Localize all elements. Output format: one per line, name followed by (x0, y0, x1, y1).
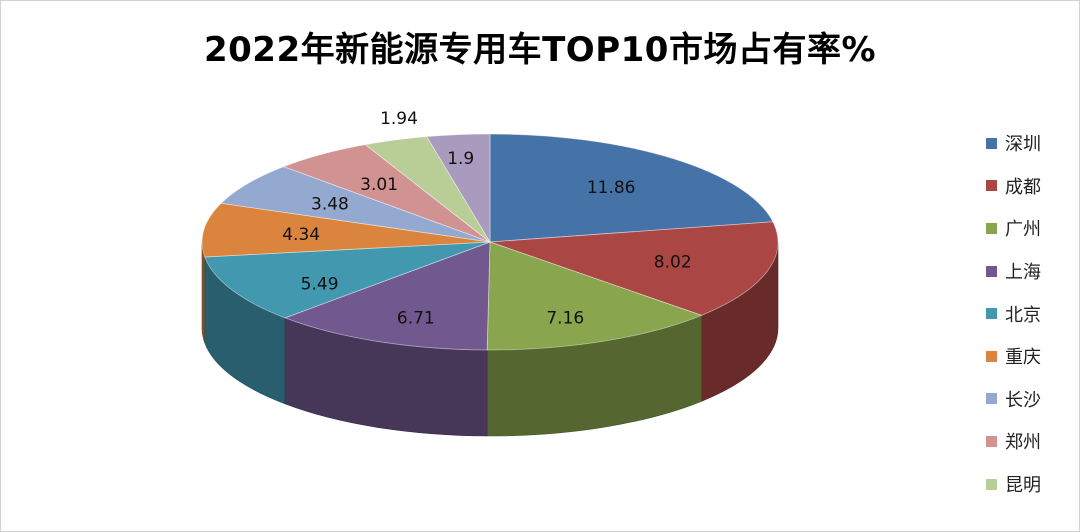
pie-slice-6 (201, 202, 491, 258)
legend: 深圳成都广州上海北京重庆长沙郑州昆明 (986, 122, 1041, 505)
data-label-8: 3.01 (360, 175, 398, 195)
data-label-1: 11.86 (587, 178, 636, 198)
legend-label: 上海 (1005, 262, 1041, 284)
legend-item-7: 长沙 (986, 378, 1041, 421)
legend-label: 长沙 (1005, 389, 1041, 411)
data-label-2: 8.02 (654, 253, 692, 273)
legend-swatch (986, 350, 997, 362)
legend-label: 重庆 (1005, 347, 1041, 369)
legend-item-4: 上海 (986, 250, 1041, 293)
legend-item-6: 重庆 (986, 335, 1041, 378)
data-label-6: 4.34 (282, 225, 320, 245)
legend-label: 深圳 (1005, 134, 1041, 156)
data-label-4: 6.71 (397, 309, 435, 329)
pie-side-6 (201, 241, 206, 344)
pie-slice-10 (426, 133, 491, 244)
data-label-3: 7.16 (546, 308, 584, 328)
legend-swatch (986, 308, 997, 320)
legend-item-8: 郑州 (986, 420, 1041, 463)
legend-swatch (986, 137, 997, 149)
legend-swatch (986, 222, 997, 234)
legend-swatch (986, 435, 997, 447)
legend-item-5: 北京 (986, 292, 1041, 335)
legend-item-9: 昆明 (986, 463, 1041, 506)
pie-slice-2 (489, 221, 779, 316)
legend-swatch (986, 478, 997, 490)
legend-swatch (986, 393, 997, 405)
legend-label: 昆明 (1005, 475, 1041, 497)
pie-slice-3 (486, 241, 703, 351)
pie-slice-1 (489, 133, 774, 243)
legend-item-2: 成都 (986, 165, 1041, 208)
chart-title: 2022年新能源专用车TOP10市场占有率% (203, 30, 877, 70)
legend-label: 广州 (1005, 219, 1041, 241)
legend-label: 郑州 (1005, 432, 1041, 454)
data-label-7: 3.48 (311, 195, 349, 215)
legend-item-1: 深圳 (986, 122, 1041, 165)
pie-slice-7 (220, 166, 491, 243)
data-label-10: 1.9 (447, 149, 474, 169)
data-label-9: 1.94 (380, 109, 418, 129)
legend-swatch (986, 180, 997, 192)
legend-label: 北京 (1005, 304, 1041, 326)
legend-swatch (986, 265, 997, 277)
pie-slice-4 (283, 241, 491, 351)
pie-slice-5 (204, 241, 491, 319)
legend-item-3: 广州 (986, 207, 1041, 250)
data-label-5: 5.49 (301, 275, 339, 295)
legend-label: 成都 (1005, 176, 1041, 198)
